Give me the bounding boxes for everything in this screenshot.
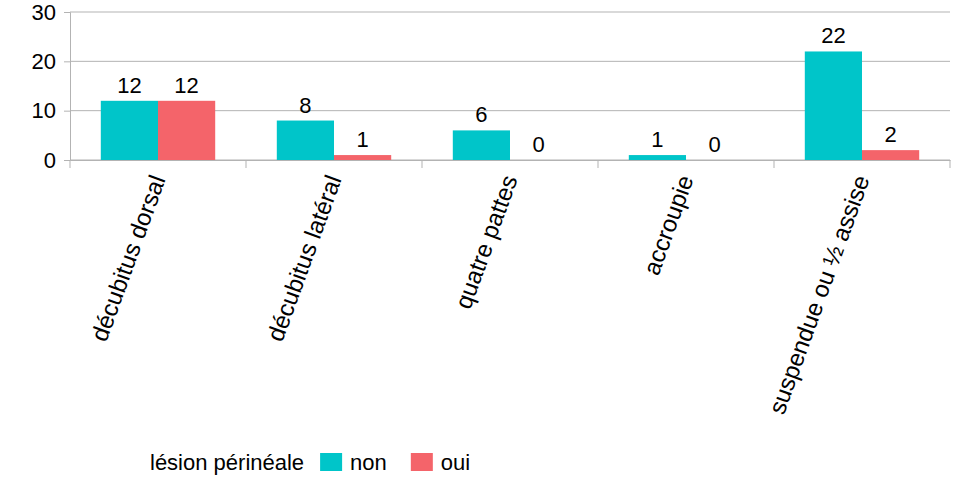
legend-label: non: [350, 450, 387, 475]
data-label: 12: [117, 73, 141, 98]
data-label: 22: [821, 23, 845, 48]
data-label: 2: [884, 122, 896, 147]
legend-swatch: [411, 453, 433, 471]
y-tick-mark: [64, 61, 70, 62]
data-labels: 12 8 6 1 22 12 1 0 0 2: [117, 23, 897, 157]
y-tick-label: 30: [32, 0, 56, 25]
category-separator: [598, 160, 599, 168]
data-label: 0: [708, 132, 720, 157]
x-tick-label: suspendue ou ½ assise: [763, 171, 875, 417]
y-tick-label: 20: [32, 49, 56, 74]
legend-title: lésion périnéale: [150, 450, 304, 475]
legend: lésion périnéale non oui: [150, 450, 470, 475]
y-tick: 20: [32, 49, 70, 74]
y-axis-line: [64, 13, 71, 161]
bars: [101, 51, 919, 160]
x-tick: accroupie: [638, 160, 699, 278]
data-label: 12: [174, 73, 198, 98]
grid-line: [70, 12, 950, 13]
x-axis: décubitus dorsal décubitus latéral quatre …: [71, 160, 951, 418]
x-axis-line: [71, 160, 951, 161]
legend-swatch: [320, 453, 342, 471]
data-label: 1: [356, 127, 368, 152]
chart-svg: 0102030décubitus dorsaldécubitus latéral…: [0, 0, 978, 484]
data-label: 6: [475, 102, 487, 127]
x-tick-label: quatre pattes: [449, 171, 522, 312]
data-label: 8: [299, 93, 311, 118]
plot: 0102030décubitus dorsaldécubitus latéral…: [32, 0, 951, 418]
x-tick-label: décubitus latéral: [261, 171, 346, 344]
y-tick-mark: [64, 12, 70, 13]
y-axis: 0 10 20 30: [32, 0, 71, 173]
bar: [334, 155, 391, 160]
legend-label: oui: [441, 450, 470, 475]
y-tick-label: 0: [44, 148, 56, 173]
bar: [158, 101, 215, 160]
category-separator: [246, 160, 247, 168]
x-tick: décubitus latéral: [261, 160, 346, 345]
bar: [629, 155, 686, 160]
y-tick: 10: [32, 98, 70, 123]
y-tick-mark: [64, 111, 70, 112]
category-separator: [422, 160, 423, 168]
category-separator: [70, 160, 71, 168]
y-tick: 30: [32, 0, 70, 25]
data-label: 1: [651, 127, 663, 152]
category-separators: [70, 160, 950, 168]
bar: [686, 160, 743, 161]
bar: [101, 101, 158, 160]
x-tick: suspendue ou ½ assise: [763, 160, 875, 418]
bar: [510, 160, 567, 161]
category-separator: [774, 160, 775, 168]
bar: [862, 150, 919, 160]
grid: [70, 12, 950, 160]
y-tick-mark: [64, 160, 70, 161]
x-tick: décubitus dorsal: [85, 160, 170, 345]
data-label: 0: [532, 132, 544, 157]
y-tick-label: 10: [32, 98, 56, 123]
bar: [277, 121, 334, 160]
x-tick-label: décubitus dorsal: [85, 171, 170, 344]
bar: [805, 51, 862, 160]
x-tick-label: accroupie: [638, 171, 699, 278]
chart-container: 0102030décubitus dorsaldécubitus latéral…: [0, 0, 978, 484]
bar: [453, 130, 510, 160]
category-separator: [950, 160, 951, 168]
x-tick: quatre pattes: [449, 160, 522, 312]
y-tick: 0: [44, 148, 70, 173]
